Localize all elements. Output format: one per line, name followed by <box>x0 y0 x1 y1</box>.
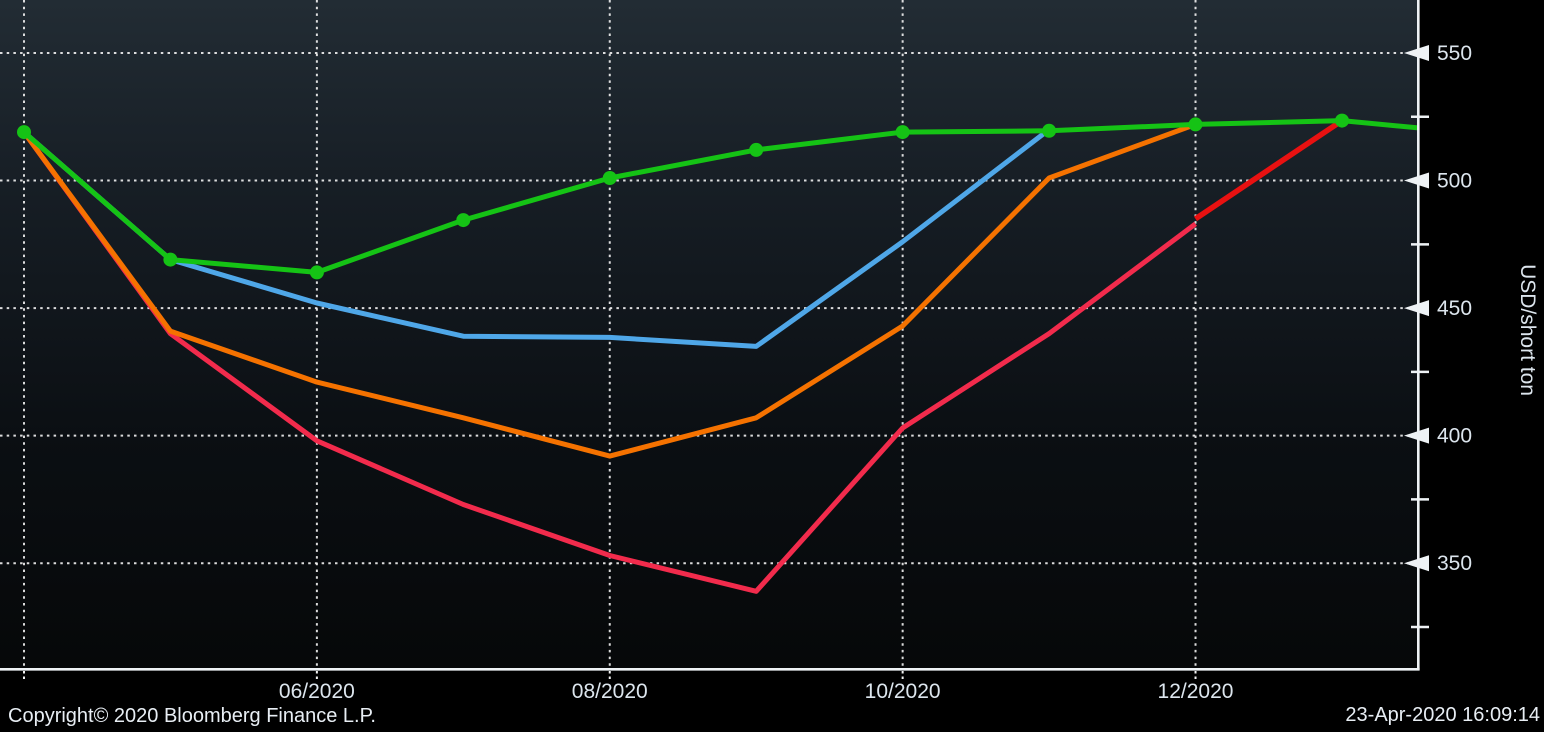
segment-red <box>1193 118 1344 222</box>
y-tick-arrow-icon <box>1404 555 1429 572</box>
curve-blue <box>22 127 1051 349</box>
axis-ticks <box>23 45 1429 681</box>
y-tick-label: 400 <box>1437 425 1472 448</box>
y-tick-arrow-icon <box>1404 45 1429 61</box>
x-tick-label: 06/2020 <box>279 680 355 703</box>
series-markers <box>17 113 1349 280</box>
axes <box>0 0 1420 671</box>
footer-copyright: Copyright© 2020 Bloomberg Finance L.P. <box>8 705 376 727</box>
curve-green-marker <box>602 171 617 185</box>
y-tick-arrow-icon <box>1404 427 1429 444</box>
footer-timestamp: 23-Apr-2020 16:09:14 <box>1345 704 1540 726</box>
y-tick-label: 350 <box>1437 552 1472 575</box>
y-tick-label: 450 <box>1437 297 1472 320</box>
y-axis-title: USD/short ton <box>1516 264 1539 396</box>
x-tick-label: 10/2020 <box>865 680 941 703</box>
curve-green-marker <box>17 125 31 140</box>
y-tick-label: 500 <box>1437 170 1472 193</box>
curve-green-marker <box>749 142 764 157</box>
curve-green-marker <box>309 265 324 280</box>
curve-green-marker <box>895 125 910 140</box>
curve-green-marker <box>1335 113 1349 128</box>
curve-orange <box>21 122 1197 459</box>
curve-green-marker <box>163 252 178 267</box>
y-tick-arrow-icon <box>1404 300 1429 317</box>
curve-green-marker <box>456 213 471 228</box>
curve-green-marker <box>1042 123 1057 138</box>
plot-area[interactable] <box>0 0 1417 668</box>
curve-green-marker <box>1188 117 1203 132</box>
x-tick-label: 08/2020 <box>572 680 648 703</box>
y-tick-label: 550 <box>1437 42 1472 65</box>
axis-labels: 550 500 450 400 350 06/2020 08/2020 10/2020 12/2… <box>279 42 1472 703</box>
y-tick-arrow-icon <box>1404 172 1429 189</box>
x-tick-label: 12/2020 <box>1158 680 1234 703</box>
curve-crimson <box>21 130 1197 594</box>
